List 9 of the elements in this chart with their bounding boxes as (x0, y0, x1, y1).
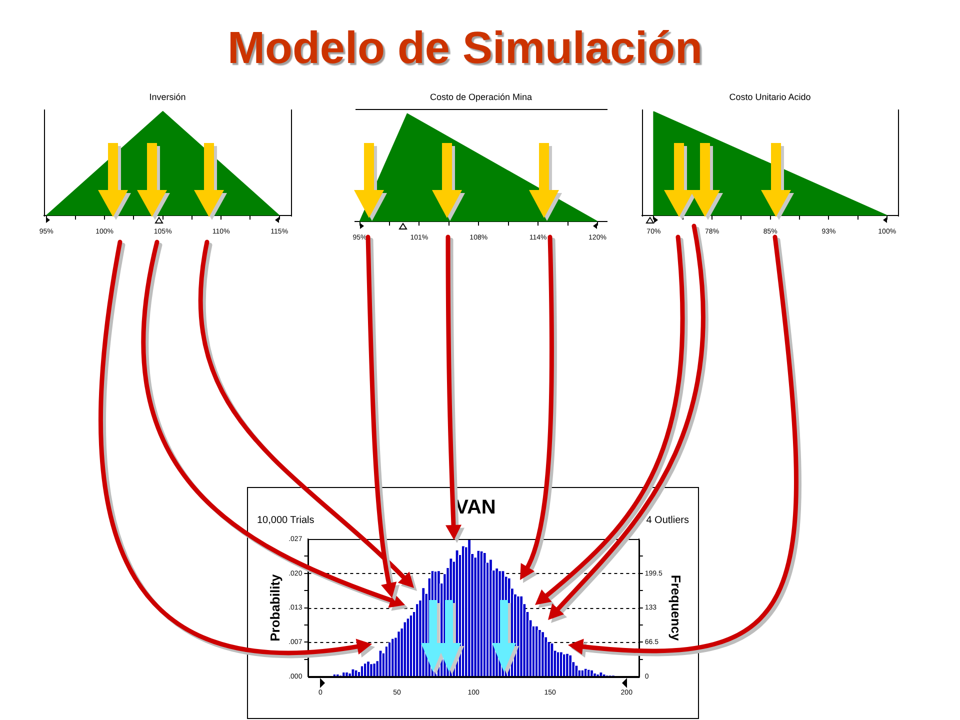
y-axis-title: Probability (267, 573, 282, 642)
text: 4 Outliers (646, 515, 689, 526)
chart-title: Costo de Operación Mina (430, 92, 532, 102)
text: 10,000 Trials (257, 515, 314, 526)
chart-title: VAN (455, 496, 496, 519)
chart-title: Inversión (149, 92, 186, 102)
chart-title: Costo Unitario Acido (729, 92, 811, 102)
y2-axis-title: Frequency (668, 574, 684, 642)
text: Modelo de Simulación (226, 22, 704, 74)
